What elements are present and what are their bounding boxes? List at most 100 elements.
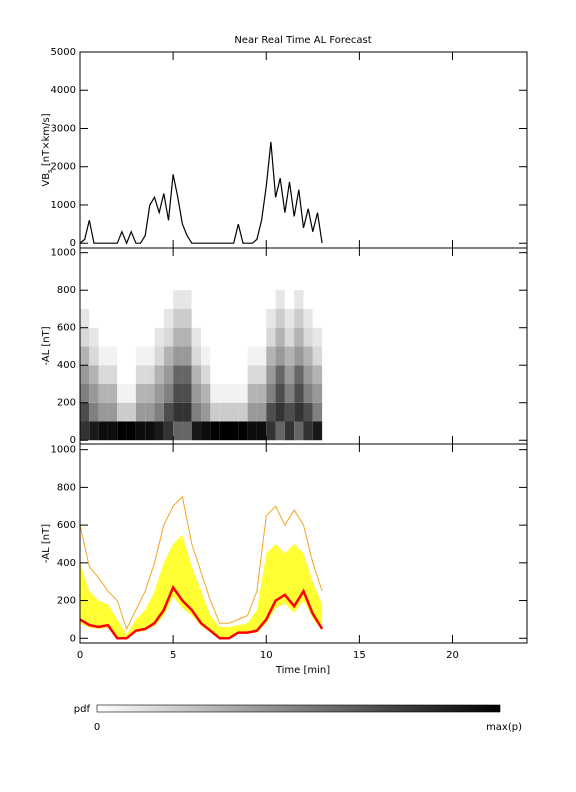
heat-cell [275, 327, 285, 347]
heat-cell [98, 383, 108, 403]
heat-cell [303, 402, 313, 422]
heat-cell [173, 290, 183, 309]
y-tick-label: 400 [57, 360, 76, 371]
heat-cell [191, 308, 202, 328]
y-tick-label: 600 [57, 323, 76, 334]
heat-cell [256, 421, 267, 441]
heat-cell [182, 402, 192, 422]
heat-cell [107, 365, 118, 384]
heat-cell [303, 327, 313, 347]
axes-frame [79, 443, 528, 644]
heat-cell [145, 327, 155, 347]
heat-cell [266, 402, 276, 422]
heat-cell [163, 308, 174, 328]
heat-cell [126, 327, 136, 347]
heat-cell [312, 421, 323, 441]
data-line [80, 495, 323, 631]
heat-cell [238, 308, 248, 328]
heat-cell [275, 346, 285, 366]
y-tick-label: 3000 [51, 123, 76, 134]
data-line [80, 584, 324, 640]
heat-cell [219, 365, 229, 384]
heat-cell [135, 290, 146, 309]
heat-cell [154, 365, 164, 384]
heat-cell [154, 290, 164, 309]
heat-cell [312, 290, 323, 309]
heat-cell [256, 308, 267, 328]
heat-cell [303, 421, 313, 441]
heat-cell [117, 346, 127, 366]
heat-cell [247, 402, 257, 422]
heat-cell [135, 308, 146, 328]
plot-area [80, 290, 323, 441]
heat-cell [107, 327, 118, 347]
heat-cell [238, 402, 248, 422]
heat-cell [173, 308, 183, 328]
heat-cell [303, 308, 313, 328]
heat-cell [238, 383, 248, 403]
heat-cell [312, 308, 323, 328]
heat-cell [145, 383, 155, 403]
heat-cell [201, 402, 211, 422]
plot-area [80, 141, 323, 245]
y-tick-label: 600 [57, 520, 76, 531]
heat-cell [294, 346, 304, 366]
heat-cell [229, 421, 239, 441]
y-tick-label: 800 [57, 285, 76, 296]
heat-cell [247, 327, 257, 347]
chart-title: Near Real Time AL Forecast [234, 35, 371, 46]
heat-cell [145, 308, 155, 328]
y-tick-label: 0 [70, 633, 76, 644]
heat-cell [294, 308, 304, 328]
heat-cell [117, 327, 127, 347]
heat-cell [201, 308, 211, 328]
heat-cell [80, 365, 90, 384]
heat-cell [229, 365, 239, 384]
heat-cell [126, 402, 136, 422]
heat-cell [275, 308, 285, 328]
heat-cell [219, 402, 229, 422]
heat-cell [145, 402, 155, 422]
heat-cell [219, 383, 229, 403]
y-tick-label: 4000 [51, 85, 76, 96]
heat-cell [256, 327, 267, 347]
heat-cell [126, 365, 136, 384]
heat-cell [294, 365, 304, 384]
heat-cell [238, 346, 248, 366]
heat-cell [107, 421, 118, 441]
heat-cell [256, 383, 267, 403]
heat-cell [229, 346, 239, 366]
heat-cell [284, 308, 295, 328]
heat-cell [256, 402, 267, 422]
heat-cell [229, 290, 239, 309]
heat-cell [303, 383, 313, 403]
heat-cell [89, 383, 99, 403]
heat-cell [284, 383, 295, 403]
heat-cell [294, 327, 304, 347]
heat-cell [182, 327, 192, 347]
heat-cell [294, 402, 304, 422]
heat-cell [80, 346, 90, 366]
heat-cell [191, 290, 202, 309]
heat-cell [126, 346, 136, 366]
colorbar-label: pdf [74, 704, 91, 715]
heat-cell [294, 383, 304, 403]
heat-cell [182, 308, 192, 328]
heat-cell [89, 346, 99, 366]
heat-cell [210, 402, 220, 422]
heat-cell [284, 421, 295, 441]
heat-cell [80, 402, 90, 422]
heat-cell [163, 421, 174, 441]
heat-cell [126, 383, 136, 403]
heat-cell [256, 365, 267, 384]
heat-cell [135, 346, 146, 366]
heat-cell [163, 365, 174, 384]
y-tick-label: 1000 [51, 445, 76, 456]
heat-cell [145, 365, 155, 384]
heat-cell [284, 346, 295, 366]
heat-cell [182, 346, 192, 366]
heat-cell [80, 308, 90, 328]
heat-cell [275, 402, 285, 422]
heat-cell [312, 327, 323, 347]
